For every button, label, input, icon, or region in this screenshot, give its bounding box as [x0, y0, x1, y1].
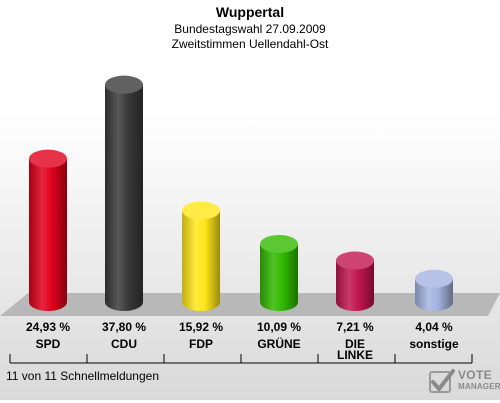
bar-top-sonstige — [415, 269, 453, 288]
bar-body-die-linke — [336, 260, 374, 311]
value-label-gr-ne: 10,09 % — [257, 320, 301, 334]
bar-spd — [29, 149, 67, 311]
value-label-cdu: 37,80 % — [102, 320, 146, 334]
category-label-sonstige: sonstige — [409, 337, 459, 351]
chart-subtitle-election: Bundestagswahl 27.09.2009 — [174, 22, 326, 36]
chart-title: Wuppertal — [215, 4, 285, 20]
vote-manager-logo: VOTE MANAGER — [428, 368, 500, 398]
bar-body-gr-ne — [260, 243, 298, 311]
bar-top-fdp — [182, 201, 220, 220]
category-label-fdp: FDP — [189, 337, 213, 351]
category-label-die-linke: DIE LINKE — [337, 337, 373, 362]
category-label-cdu: CDU — [111, 337, 137, 351]
category-axis — [9, 354, 473, 364]
value-label-spd: 24,93 % — [26, 320, 70, 334]
chart-subtitle-district: Zweitstimmen Uellendahl-Ost — [171, 37, 329, 51]
category-label-gr-ne: GRÜNE — [257, 336, 300, 351]
logo-word-vote: VOTE — [458, 368, 492, 382]
bar-top-die-linke — [336, 251, 374, 270]
bar-body-sonstige — [415, 278, 453, 311]
bar-body-fdp — [182, 210, 220, 311]
bar-top-spd — [29, 149, 67, 168]
bar-cdu — [105, 75, 143, 312]
bars-group — [29, 75, 453, 312]
labels-group: 24,93 % SPD 37,80 % CDU 15,92 % FDP 10,09 % GRÜ… — [26, 320, 459, 362]
value-label-fdp: 15,92 % — [179, 320, 223, 334]
logo-word-manager: MANAGER — [458, 382, 500, 391]
bar-gr-ne — [260, 234, 298, 311]
bar-top-cdu — [105, 75, 143, 94]
bar-sonstige — [415, 269, 453, 311]
checkmark-icon — [429, 369, 455, 393]
report-status: 11 von 11 Schnellmeldungen — [6, 369, 159, 383]
bar-top-gr-ne — [260, 234, 298, 253]
category-label-spd: SPD — [36, 337, 61, 351]
value-label-sonstige: 4,04 % — [415, 320, 453, 334]
bar-body-spd — [29, 158, 67, 311]
value-label-die-linke: 7,21 % — [336, 320, 374, 334]
bar-die-linke — [336, 251, 374, 311]
bar-body-cdu — [105, 84, 143, 312]
bar-fdp — [182, 201, 220, 311]
